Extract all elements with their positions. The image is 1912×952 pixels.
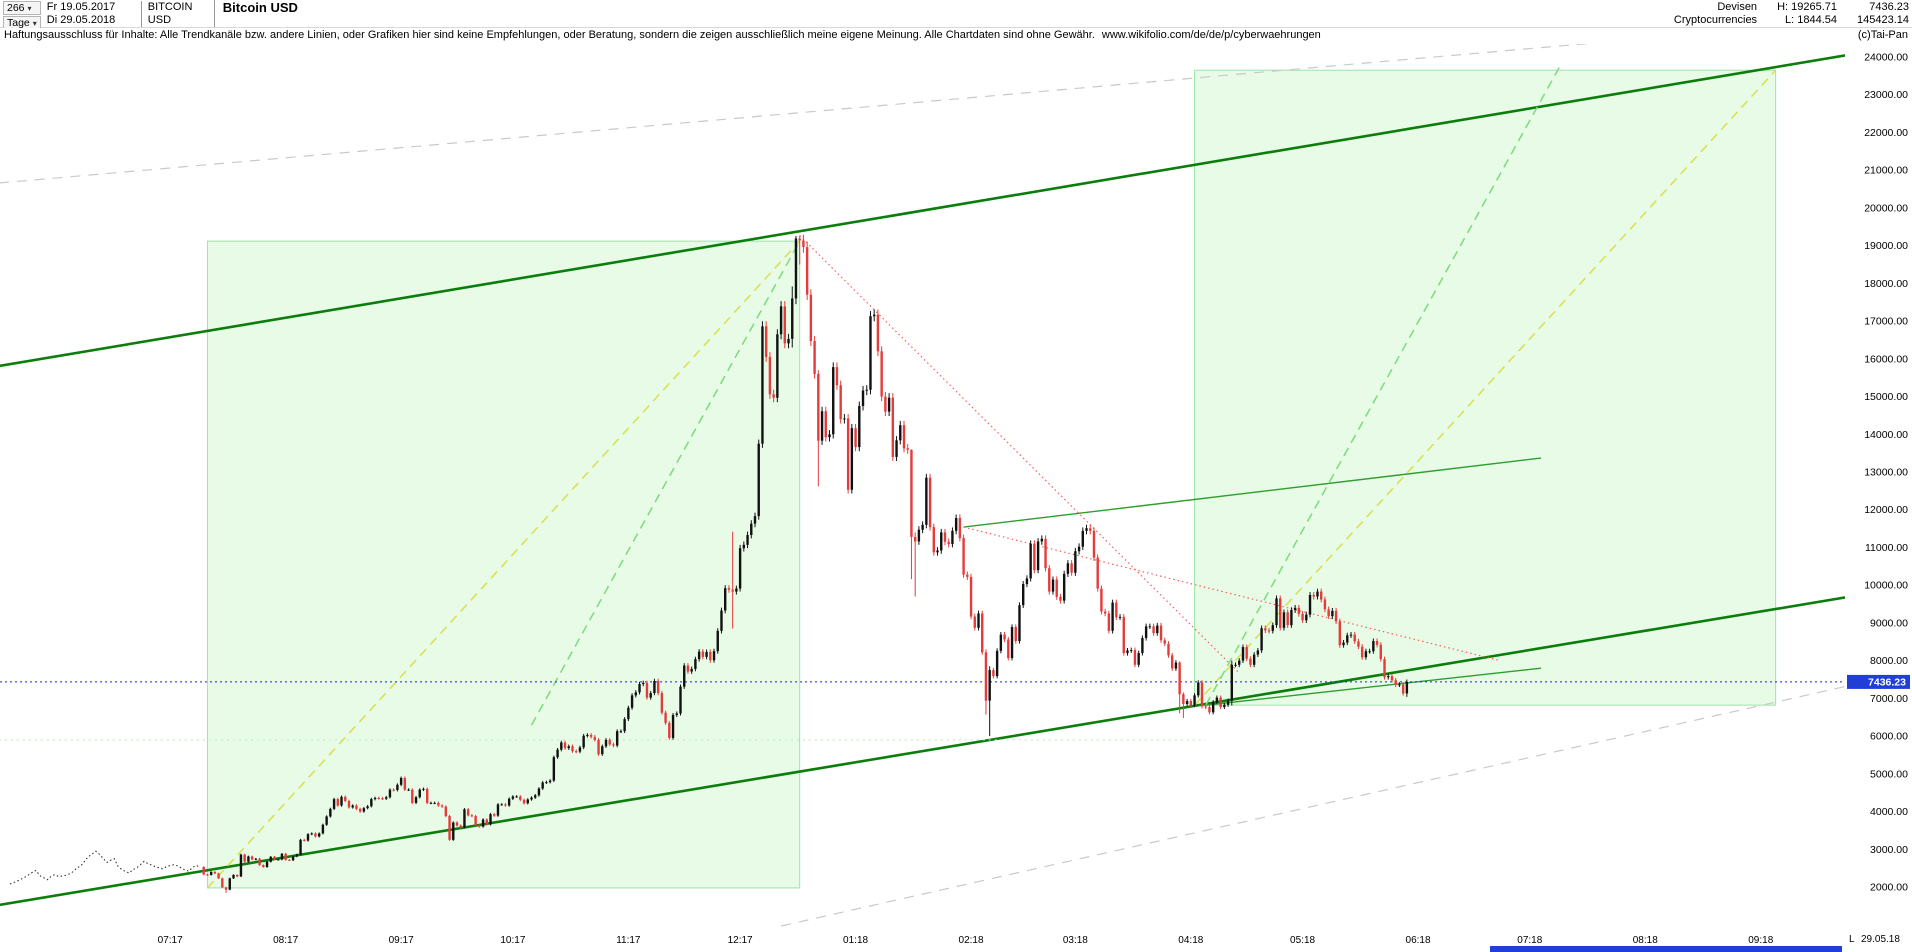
svg-text:13000.00: 13000.00 xyxy=(1864,467,1908,479)
svg-text:02:18: 02:18 xyxy=(959,935,984,946)
pre-window-line xyxy=(9,850,201,885)
svg-text:5000.00: 5000.00 xyxy=(1870,768,1908,780)
svg-text:09:18: 09:18 xyxy=(1748,935,1773,946)
symbol-currency: USD xyxy=(147,14,172,26)
guide-lower xyxy=(780,685,1845,927)
channel-upper xyxy=(0,54,1845,368)
plot-area xyxy=(0,44,1845,927)
svg-text:20000.00: 20000.00 xyxy=(1864,202,1908,214)
header-right: Devisen Cryptocurrencies H: 19265.71 L: … xyxy=(1654,1,1912,27)
last-price-tag xyxy=(1847,674,1910,689)
svg-text:24000.00: 24000.00 xyxy=(1864,52,1908,64)
header-left: 266 ▾ Tage ▾ Fr 19.05.2017 Di 29.05.2018… xyxy=(0,0,298,30)
resistance-rising xyxy=(963,457,1542,528)
svg-text:23000.00: 23000.00 xyxy=(1864,89,1908,101)
highlight-boxes xyxy=(206,69,1777,889)
last-date-value: 29.05.18 xyxy=(1861,934,1900,945)
date-to: Di 29.05.2018 xyxy=(46,14,116,26)
category-block: Devisen Cryptocurrencies xyxy=(1674,1,1757,27)
svg-text:11:17: 11:17 xyxy=(616,935,641,946)
svg-text:11000.00: 11000.00 xyxy=(1865,542,1908,554)
channel-lower xyxy=(0,596,1845,907)
chevron-down-icon: ▾ xyxy=(32,18,37,28)
svg-text:21000.00: 21000.00 xyxy=(1864,165,1908,177)
svg-text:17000.00: 17000.00 xyxy=(1864,316,1908,328)
window-high: H: 19265.71 xyxy=(1777,1,1837,13)
svg-text:03:18: 03:18 xyxy=(1063,935,1088,946)
candlesticks xyxy=(202,234,1409,893)
secondary-value: 145423.14 xyxy=(1857,14,1909,26)
svg-text:07:17: 07:17 xyxy=(158,935,183,946)
disclaimer-text: Haftungsausschluss für Inhalte: Alle Tre… xyxy=(4,29,1095,41)
category-devisen: Devisen xyxy=(1717,1,1758,13)
category-cryptocurrencies: Cryptocurrencies xyxy=(1673,14,1758,26)
svg-text:9000.00: 9000.00 xyxy=(1870,617,1908,629)
x-axis-labels: 07:17 08:17 09:17 10:17 11:17 12:17 01:18 02:18… xyxy=(158,935,1774,946)
chart-title: Bitcoin USD xyxy=(213,0,298,27)
svg-text:7436.23: 7436.23 xyxy=(1868,676,1906,688)
svg-text:22000.00: 22000.00 xyxy=(1864,127,1908,139)
bars-count-value: 266 xyxy=(7,1,25,14)
steep-rally-projection-2018 xyxy=(1205,66,1561,706)
last-price-value: 7436.23 xyxy=(1869,1,1909,13)
trend-lines xyxy=(0,44,1845,927)
svg-text:7000.00: 7000.00 xyxy=(1870,693,1908,705)
svg-text:3000.00: 3000.00 xyxy=(1870,844,1908,856)
svg-text:14000.00: 14000.00 xyxy=(1864,429,1908,441)
title-bar: 266 ▾ Tage ▾ Fr 19.05.2017 Di 29.05.2018… xyxy=(0,0,1912,30)
svg-text:05:18: 05:18 xyxy=(1290,935,1315,946)
timeframe-value: Tage xyxy=(7,16,30,29)
bars-count-dropdown[interactable]: 266 ▾ xyxy=(3,1,41,15)
steep-rally-2017 xyxy=(530,240,801,726)
svg-text:8000.00: 8000.00 xyxy=(1870,655,1908,667)
symbol-name: BITCOIN xyxy=(147,1,193,13)
price-block: 7436.23 145423.14 xyxy=(1857,1,1909,27)
last-date-label: L xyxy=(1849,934,1855,945)
svg-text:04:18: 04:18 xyxy=(1178,935,1203,946)
chevron-down-icon: ▾ xyxy=(27,3,32,13)
svg-text:2000.00: 2000.00 xyxy=(1870,882,1908,894)
svg-text:06:18: 06:18 xyxy=(1406,935,1431,946)
svg-text:4000.00: 4000.00 xyxy=(1870,806,1908,818)
svg-text:6000.00: 6000.00 xyxy=(1870,731,1908,743)
svg-text:15000.00: 15000.00 xyxy=(1864,391,1908,403)
symbol-block: BITCOIN USD xyxy=(140,1,210,27)
taipan-copyright: (c)Tai-Pan xyxy=(1857,29,1908,41)
svg-text:16000.00: 16000.00 xyxy=(1864,353,1908,365)
support-rising xyxy=(1205,667,1542,706)
date-range: Fr 19.05.2017 Di 29.05.2018 xyxy=(47,1,139,27)
rally-box-diagonal-2017 xyxy=(206,240,801,889)
window-low: L: 1844.54 xyxy=(1785,14,1837,26)
svg-text:19000.00: 19000.00 xyxy=(1864,240,1908,252)
svg-text:08:18: 08:18 xyxy=(1633,935,1658,946)
y-axis-labels: 2000.00 3000.00 4000.00 5000.00 6000.00 7000.… xyxy=(1864,52,1908,894)
guide-upper xyxy=(0,44,1590,184)
date-from: Fr 19.05.2017 xyxy=(46,1,116,13)
high-low-block: H: 19265.71 L: 1844.54 xyxy=(1777,1,1837,27)
svg-text:12000.00: 12000.00 xyxy=(1864,504,1908,516)
svg-text:09:17: 09:17 xyxy=(389,935,414,946)
svg-text:01:18: 01:18 xyxy=(843,935,868,946)
rally-box-diagonal-2018 xyxy=(1193,69,1777,706)
timeline-position-bar[interactable] xyxy=(1490,946,1842,952)
svg-text:10:17: 10:17 xyxy=(500,935,525,946)
chart-controls: 266 ▾ Tage ▾ xyxy=(3,1,41,30)
svg-text:07:18: 07:18 xyxy=(1517,935,1542,946)
svg-text:18000.00: 18000.00 xyxy=(1864,278,1908,290)
wikifolio-link[interactable]: www.wikifolio.com/de/de/p/cyberwaehrunge… xyxy=(1101,29,1321,41)
svg-text:08:17: 08:17 xyxy=(273,935,298,946)
svg-text:10000.00: 10000.00 xyxy=(1864,580,1908,592)
disclaimer-bar: Haftungsausschluss für Inhalte: Alle Tre… xyxy=(0,28,1912,44)
svg-text:12:17: 12:17 xyxy=(728,935,753,946)
